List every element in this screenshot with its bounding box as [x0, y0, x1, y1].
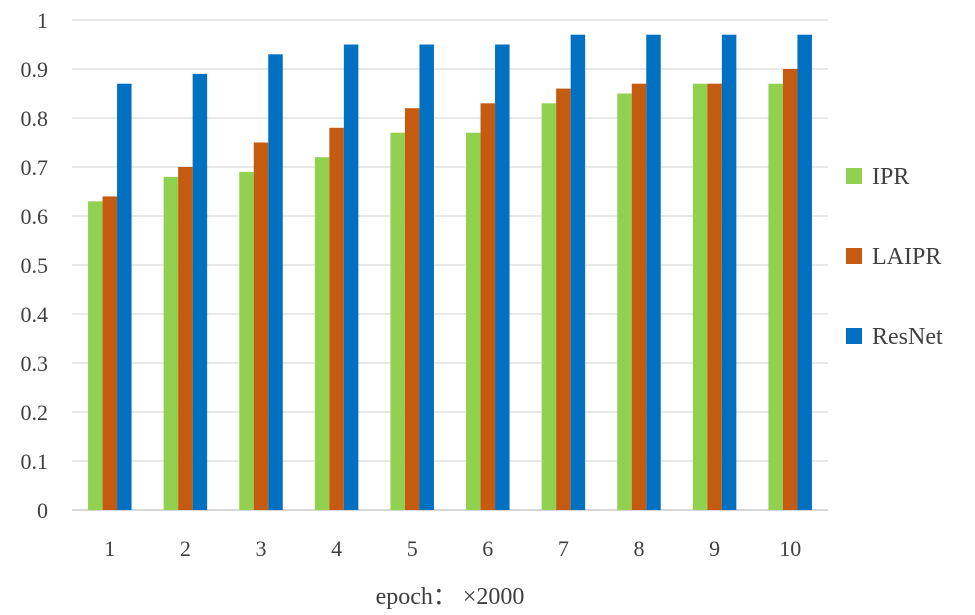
bar-ipr-4	[314, 157, 330, 510]
y-tick-label: 0.1	[21, 449, 49, 474]
bar-laipr-1	[102, 196, 118, 510]
x-tick-label: 5	[407, 536, 418, 561]
y-tick-label: 0.8	[21, 106, 49, 131]
x-axis-label: epoch： ×2000	[376, 584, 525, 610]
x-tick-label: 2	[180, 536, 191, 561]
bar-ipr-9	[692, 83, 708, 510]
bar-resnet-1	[117, 83, 132, 510]
bar-ipr-8	[617, 93, 632, 510]
y-tick-label: 0.3	[21, 351, 49, 376]
x-tick-label: 1	[104, 536, 115, 561]
legend-swatch-laipr	[846, 248, 862, 264]
bar-laipr-7	[556, 88, 571, 510]
bar-resnet-10	[797, 34, 812, 510]
legend-swatch-ipr	[846, 168, 862, 184]
legend-label-resnet: ResNet	[872, 324, 943, 350]
bar-ipr-10	[768, 83, 783, 510]
bar-ipr-6	[466, 132, 481, 510]
bar-ipr-3	[239, 171, 254, 510]
bar-resnet-7	[570, 34, 586, 510]
bar-laipr-2	[178, 167, 193, 510]
legend-swatch-resnet	[846, 328, 862, 344]
y-tick-label: 0.9	[21, 57, 49, 82]
bar-laipr-5	[404, 108, 420, 510]
bar-ipr-5	[390, 132, 405, 510]
bar-ipr-7	[541, 103, 557, 511]
x-tick-label: 9	[709, 536, 720, 561]
bar-laipr-10	[782, 69, 798, 510]
bar-laipr-4	[329, 127, 344, 511]
bar-resnet-8	[646, 34, 661, 510]
bar-resnet-6	[495, 44, 510, 510]
bar-resnet-3	[268, 54, 283, 511]
x-tick-label: 6	[482, 536, 493, 561]
x-tick-label: 3	[256, 536, 267, 561]
bar-laipr-9	[707, 83, 722, 510]
x-tick-label: 8	[634, 536, 645, 561]
x-tick-label: 4	[331, 536, 342, 561]
y-tick-label: 0.2	[21, 400, 49, 425]
bar-resnet-4	[343, 44, 359, 510]
bar-ipr-1	[88, 201, 103, 511]
legend-label-laipr: LAIPR	[872, 244, 941, 270]
x-axis-ticks: 1 2 3 4 5 6 7 8 9 10	[104, 536, 801, 561]
y-tick-label: 0.4	[21, 302, 49, 327]
x-tick-label: 7	[558, 536, 569, 561]
legend: IPR LAIPR ResNet	[846, 164, 943, 350]
bar-resnet-2	[192, 73, 208, 511]
y-tick-label: 1	[37, 8, 48, 33]
y-axis-ticks: 0 0.1 0.2 0.3 0.4 0.5 0.6 0.7 0.8 0.9 1	[21, 8, 49, 523]
bar-ipr-2	[163, 176, 179, 511]
bar-laipr-3	[253, 142, 269, 510]
bar-resnet-5	[419, 44, 434, 510]
bar-laipr-6	[480, 103, 496, 511]
legend-label-ipr: IPR	[872, 164, 909, 190]
x-tick-label: 10	[779, 536, 801, 561]
bar-laipr-8	[631, 83, 647, 510]
bars	[88, 34, 812, 511]
y-tick-label: 0.5	[21, 253, 49, 278]
y-tick-label: 0.6	[21, 204, 49, 229]
bar-resnet-9	[721, 34, 737, 510]
y-tick-label: 0.7	[21, 155, 49, 180]
y-tick-label: 0	[37, 498, 48, 523]
